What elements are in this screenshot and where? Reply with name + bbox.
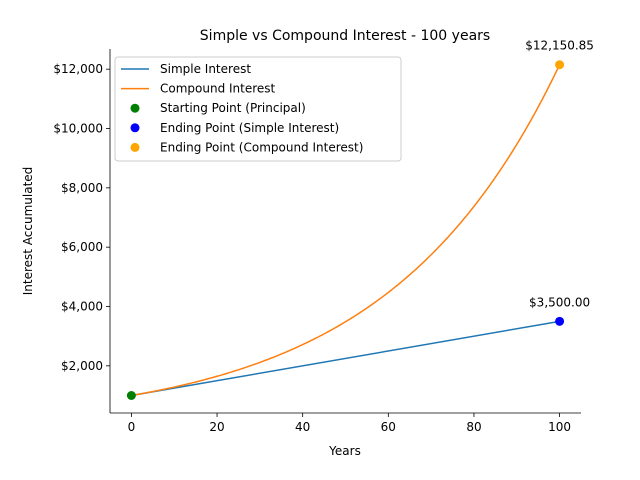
- chart-title: Simple vs Compound Interest - 100 years: [200, 28, 490, 44]
- legend-entry: Simple Interest: [160, 62, 251, 76]
- legend-entry: Starting Point (Principal): [160, 101, 306, 115]
- y-tick-label: $6,000: [61, 240, 103, 254]
- data-point-ending-point-compound-interest: [555, 60, 565, 70]
- series-line-compound-interest: [131, 64, 561, 397]
- plot-area: 0 20 40 60 80 100 $2,000 $4,000 $6,000 $8,000 $10,…: [53, 39, 594, 434]
- y-tick-label: $8,000: [61, 181, 103, 195]
- y-axis-label: Interest Accumulated: [21, 167, 35, 296]
- data-point-starting-point-principal: [126, 390, 136, 400]
- x-tick-label: 60: [381, 420, 396, 434]
- data-label: $12,150.85: [525, 39, 594, 53]
- x-tick-label: 100: [548, 420, 571, 434]
- y-tick-label: $2,000: [61, 359, 103, 373]
- legend: Simple Interest Compound Interest Starting…: [114, 56, 402, 162]
- x-tick-label: 0: [128, 420, 136, 434]
- data-point-ending-point-simple-interest: [555, 316, 565, 326]
- y-tick-label: $10,000: [53, 122, 103, 136]
- legend-swatch-dot: [130, 142, 140, 152]
- legend-entry: Ending Point (Compound Interest): [160, 140, 363, 154]
- x-tick-label: 40: [295, 420, 310, 434]
- legend-swatch-dot: [130, 123, 140, 133]
- legend-entry: Ending Point (Simple Interest): [160, 121, 339, 135]
- x-tick-label: 20: [209, 420, 224, 434]
- y-tick-label: $4,000: [61, 299, 103, 313]
- data-label: $3,500.00: [529, 295, 590, 309]
- x-tick-label: 80: [466, 420, 481, 434]
- legend-box: [114, 56, 402, 162]
- series-line-simple-interest: [131, 320, 560, 397]
- legend-swatch-dot: [130, 103, 140, 113]
- legend-entry: Compound Interest: [160, 82, 276, 96]
- y-tick-label: $12,000: [53, 62, 103, 76]
- x-axis-label: Years: [328, 444, 361, 458]
